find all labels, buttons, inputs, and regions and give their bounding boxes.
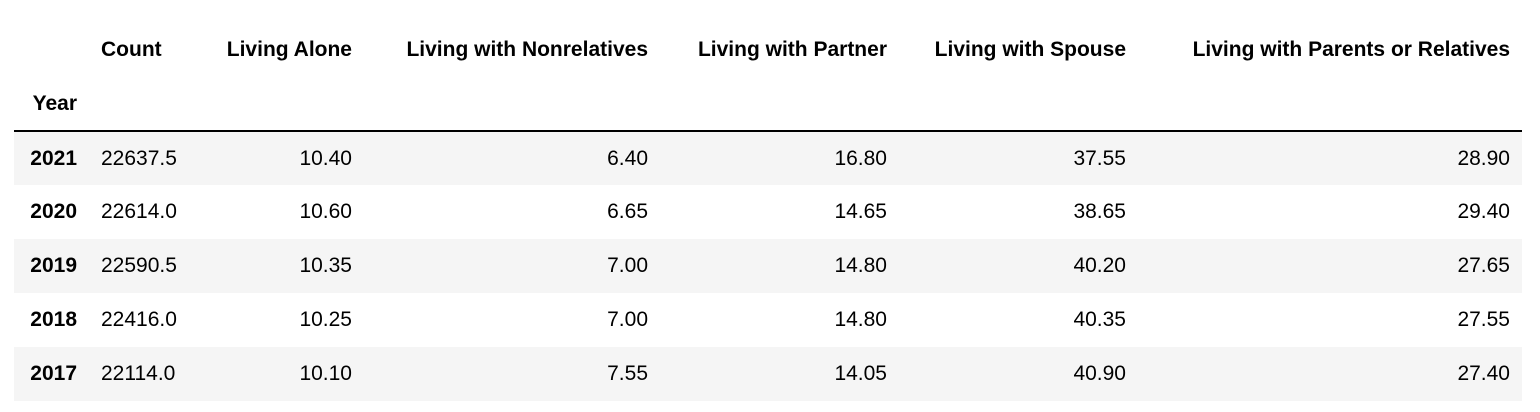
table-cell: 22614.0 (101, 200, 177, 223)
table-cell: 7.00 (607, 308, 648, 331)
table-cell: 28.90 (1457, 146, 1510, 170)
empty-header (89, 77, 200, 132)
table-cell: 38.65 (1073, 200, 1126, 223)
table-cell: 16.80 (834, 146, 887, 170)
table-cell: 14.80 (834, 308, 887, 331)
table-cell: 10.25 (299, 308, 352, 331)
column-header: Count (101, 38, 162, 61)
table-row: 2020 22614.0 10.60 6.65 14.65 38.65 29.40 (14, 185, 1522, 239)
empty-header (200, 77, 364, 132)
header-row: Count Living Alone Living with Nonrelative… (14, 23, 1522, 77)
table-row: 2019 22590.5 10.35 7.00 14.80 40.20 27.65 (14, 239, 1522, 293)
table-cell: 37.55 (1073, 146, 1126, 170)
table-cell: 40.90 (1073, 362, 1126, 385)
table-cell: 10.10 (299, 362, 352, 385)
row-index: 2021 (30, 146, 77, 170)
table-cell: 27.65 (1457, 254, 1510, 277)
table-cell: 14.80 (834, 254, 887, 277)
table-cell: 22590.5 (101, 254, 177, 277)
table-cell: 40.35 (1073, 308, 1126, 331)
table-cell: 6.65 (607, 200, 648, 223)
empty-header (899, 77, 1138, 132)
empty-header (660, 77, 899, 132)
table-cell: 22637.5 (101, 146, 177, 170)
table-cell: 7.00 (607, 254, 648, 277)
index-name-row: Year (14, 77, 1522, 132)
row-index: 2017 (30, 362, 77, 385)
table-row: 2018 22416.0 10.25 7.00 14.80 40.35 27.55 (14, 293, 1522, 347)
table-row: 2021 22637.5 10.40 6.40 16.80 37.55 28.90 (14, 131, 1522, 185)
table-cell: 29.40 (1457, 200, 1510, 223)
column-header: Living with Parents or Relatives (1192, 38, 1510, 61)
table-cell: 14.65 (834, 200, 887, 223)
table-cell: 27.40 (1457, 362, 1510, 385)
row-index: 2020 (30, 200, 77, 223)
empty-header (364, 77, 660, 132)
column-header: Living with Partner (697, 38, 887, 61)
empty-header (1138, 77, 1522, 132)
table-cell: 7.55 (607, 362, 648, 385)
row-index: 2019 (30, 254, 77, 277)
data-table: Count Living Alone Living with Nonrelative… (14, 23, 1522, 401)
table-cell: 10.60 (299, 200, 352, 223)
table-cell: 10.35 (299, 254, 352, 277)
corner-cell (14, 23, 89, 77)
table-cell: 6.40 (607, 146, 648, 170)
table-cell: 14.05 (834, 362, 887, 385)
table-body: 2021 22637.5 10.40 6.40 16.80 37.55 28.90 2020 2… (14, 131, 1522, 401)
index-name: Year (14, 77, 89, 132)
table-cell: 40.20 (1073, 254, 1126, 277)
table-cell: 22114.0 (101, 362, 176, 385)
table-cell: 22416.0 (101, 308, 177, 331)
table-row: 2017 22114.0 10.10 7.55 14.05 40.90 27.40 (14, 347, 1522, 401)
row-index: 2018 (30, 308, 77, 331)
column-header: Living with Spouse (934, 38, 1126, 61)
column-header: Living with Nonrelatives (406, 38, 648, 61)
table-cell: 10.40 (299, 146, 352, 170)
column-header: Living Alone (226, 38, 352, 61)
table-cell: 27.55 (1457, 308, 1510, 331)
